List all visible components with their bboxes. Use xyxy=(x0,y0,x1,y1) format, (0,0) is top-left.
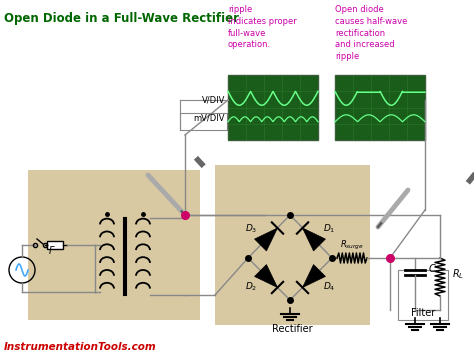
Text: $D_2$: $D_2$ xyxy=(245,281,257,293)
Polygon shape xyxy=(255,228,277,251)
Text: V/DIV: V/DIV xyxy=(201,95,225,104)
Bar xyxy=(398,270,448,320)
Bar xyxy=(180,113,227,130)
Text: ripple
indicates proper
full-wave
operation.: ripple indicates proper full-wave operat… xyxy=(228,5,297,49)
Bar xyxy=(335,75,425,140)
Text: mV/DIV: mV/DIV xyxy=(193,113,225,122)
Text: InstrumentationTools.com: InstrumentationTools.com xyxy=(4,342,156,352)
Text: Rectifier: Rectifier xyxy=(272,324,312,334)
Polygon shape xyxy=(302,265,326,288)
Text: $R_L$: $R_L$ xyxy=(452,267,464,281)
Bar xyxy=(228,75,318,140)
Bar xyxy=(28,170,200,320)
Text: $D_4$: $D_4$ xyxy=(323,281,335,293)
Polygon shape xyxy=(302,228,326,251)
Text: $C$: $C$ xyxy=(428,262,437,274)
Text: Open diode
causes half-wave
rectification
and increased
ripple: Open diode causes half-wave rectificatio… xyxy=(335,5,407,61)
Polygon shape xyxy=(255,265,277,288)
Bar xyxy=(215,165,370,325)
Text: Filter: Filter xyxy=(411,308,435,318)
Text: $D_1$: $D_1$ xyxy=(323,222,335,235)
Text: $R_{surge}$: $R_{surge}$ xyxy=(340,238,364,252)
Text: $D_3$: $D_3$ xyxy=(245,222,257,235)
Text: $F$: $F$ xyxy=(48,244,56,256)
Bar xyxy=(47,241,63,249)
Text: Open Diode in a Full-Wave Rectifier: Open Diode in a Full-Wave Rectifier xyxy=(4,12,239,25)
